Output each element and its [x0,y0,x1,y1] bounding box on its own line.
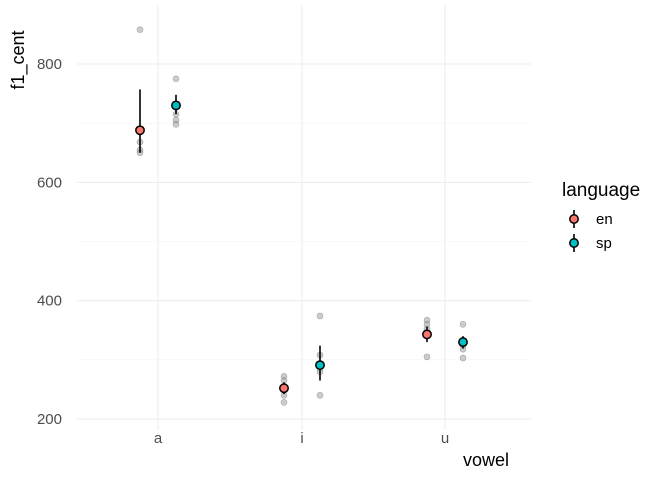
y-tick-label: 600 [37,174,62,191]
mean-point [422,329,432,340]
x-tick-label: a [154,430,163,447]
raw-data-point [316,312,324,320]
y-axis-tick-labels: 200 400 600 800 [37,56,62,428]
raw-data-point [316,392,324,399]
y-tick-label: 800 [37,56,62,73]
raw-data-point [136,26,144,33]
mean-point [171,100,181,111]
mean-point [279,383,289,394]
raw-data-point [172,75,180,83]
summary-layer [135,89,468,395]
y-axis-title: f1_cent [8,30,29,89]
raw-data-point [172,121,180,128]
grid-layer [77,5,531,430]
legend-label: en [596,211,613,228]
legend-label: sp [596,235,612,252]
x-tick-label: i [300,430,303,447]
raw-data-point [423,353,431,361]
legend: language en sp [562,180,640,252]
y-tick-label: 400 [37,293,62,310]
mean-point [315,360,325,371]
legend-key-point [569,214,579,224]
legend-items: en sp [569,210,613,252]
raw-points-layer [136,26,467,406]
mean-point [135,125,145,136]
raw-data-point [280,399,288,406]
legend-key-point [569,238,579,248]
x-axis-title: vowel [463,450,509,470]
raw-data-point [459,354,467,362]
legend-title: language [562,180,640,201]
y-tick-label: 200 [37,411,62,428]
mean-point [458,337,468,348]
raw-data-point [459,321,467,328]
x-tick-label: u [441,430,449,447]
